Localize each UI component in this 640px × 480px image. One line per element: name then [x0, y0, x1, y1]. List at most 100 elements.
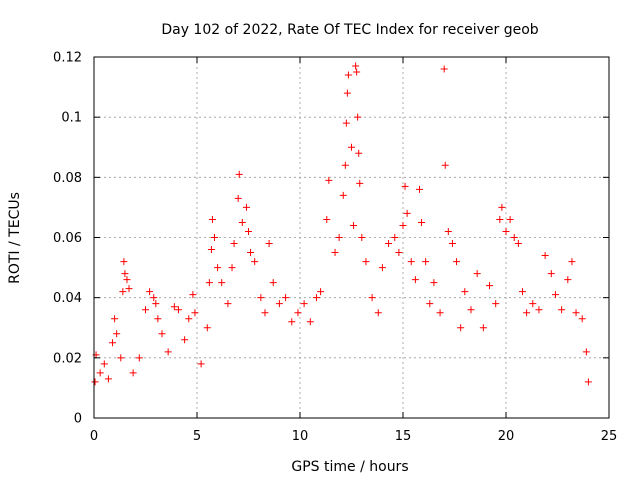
data-point — [265, 240, 273, 248]
data-point — [510, 234, 518, 241]
data-point — [551, 291, 559, 299]
data-point — [523, 309, 531, 317]
data-point — [453, 258, 461, 266]
data-point — [422, 258, 430, 266]
x-tick-label: 10 — [292, 429, 309, 444]
y-tick-label: 0.12 — [53, 51, 82, 66]
data-point — [492, 300, 500, 308]
data-point — [529, 300, 537, 308]
data-point — [378, 264, 386, 272]
data-point — [518, 288, 526, 296]
data-point — [502, 227, 510, 235]
x-tick-label: 25 — [601, 429, 618, 444]
data-point — [203, 324, 211, 332]
y-tick-label: 0.08 — [53, 171, 82, 186]
data-point — [100, 360, 108, 368]
data-point — [111, 315, 119, 323]
data-point — [282, 294, 290, 302]
data-point — [403, 209, 411, 217]
y-axis-label: ROTI / TECUs — [7, 192, 23, 284]
data-point — [224, 300, 232, 308]
data-point — [430, 279, 438, 287]
data-point — [154, 315, 162, 323]
data-point — [514, 240, 522, 248]
data-point — [191, 309, 199, 317]
data-point — [230, 240, 238, 248]
data-point — [152, 300, 160, 308]
data-point — [467, 306, 475, 314]
data-point — [335, 234, 343, 241]
data-point — [582, 348, 590, 356]
data-point — [197, 360, 205, 368]
data-point — [96, 369, 104, 377]
data-point — [317, 288, 325, 296]
grid-lines — [94, 57, 609, 418]
chart-title: Day 102 of 2022, Rate Of TEC Index for r… — [161, 22, 538, 38]
data-point — [568, 258, 576, 266]
data-point — [104, 375, 112, 383]
data-point — [401, 182, 409, 190]
data-point — [348, 143, 355, 151]
data-point — [120, 258, 128, 266]
data-point — [353, 68, 361, 76]
data-point — [411, 276, 419, 284]
plot-frame — [93, 56, 610, 419]
data-point — [218, 279, 226, 287]
y-tick-label: 0.06 — [53, 231, 82, 246]
x-tick-label: 15 — [395, 429, 412, 444]
data-point — [170, 303, 178, 311]
data-point — [142, 306, 149, 314]
data-point — [300, 300, 308, 308]
data-point — [473, 270, 481, 278]
data-point — [541, 252, 549, 260]
x-tick-label: 0 — [90, 429, 98, 444]
data-point — [415, 185, 423, 193]
data-point — [150, 294, 158, 302]
data-point — [479, 324, 487, 332]
data-point — [368, 294, 376, 302]
data-point — [391, 234, 399, 241]
data-point — [288, 318, 296, 326]
data-point — [362, 258, 370, 266]
data-point — [235, 170, 243, 178]
y-tick-label: 0 — [74, 412, 82, 427]
data-point — [418, 218, 426, 226]
data-point — [342, 119, 350, 127]
data-point — [441, 161, 449, 169]
data-point — [306, 318, 314, 326]
data-point — [312, 294, 320, 302]
y-tick-label: 0.04 — [53, 291, 82, 306]
data-point — [323, 215, 331, 223]
data-point — [558, 306, 566, 314]
data-point — [354, 113, 362, 121]
data-point — [448, 240, 456, 248]
data-point — [189, 291, 197, 299]
data-point — [135, 354, 143, 362]
data-point — [164, 348, 172, 356]
data-point — [395, 249, 403, 257]
data-point — [358, 234, 366, 241]
data-point — [339, 191, 347, 199]
data-point — [146, 288, 154, 296]
data-point — [251, 258, 259, 266]
y-tick-label: 0.02 — [53, 351, 82, 366]
data-point — [257, 294, 265, 302]
x-axis-label: GPS time / hours — [291, 459, 408, 475]
data-point — [343, 89, 351, 97]
data-point — [242, 203, 250, 211]
data-point — [547, 270, 555, 278]
data-point — [113, 330, 121, 338]
data-point — [344, 71, 352, 79]
data-point — [123, 276, 131, 284]
data-point — [325, 176, 333, 184]
data-point — [211, 234, 219, 241]
data-point — [444, 227, 452, 235]
data-point — [331, 249, 339, 257]
data-point — [385, 240, 393, 248]
data-point — [247, 249, 255, 257]
data-point — [294, 309, 302, 317]
y-axis-ticks: 0 0.02 0.04 0.06 0.08 0.1 0.12 — [53, 51, 609, 427]
data-point — [350, 221, 358, 229]
data-point — [228, 264, 236, 272]
